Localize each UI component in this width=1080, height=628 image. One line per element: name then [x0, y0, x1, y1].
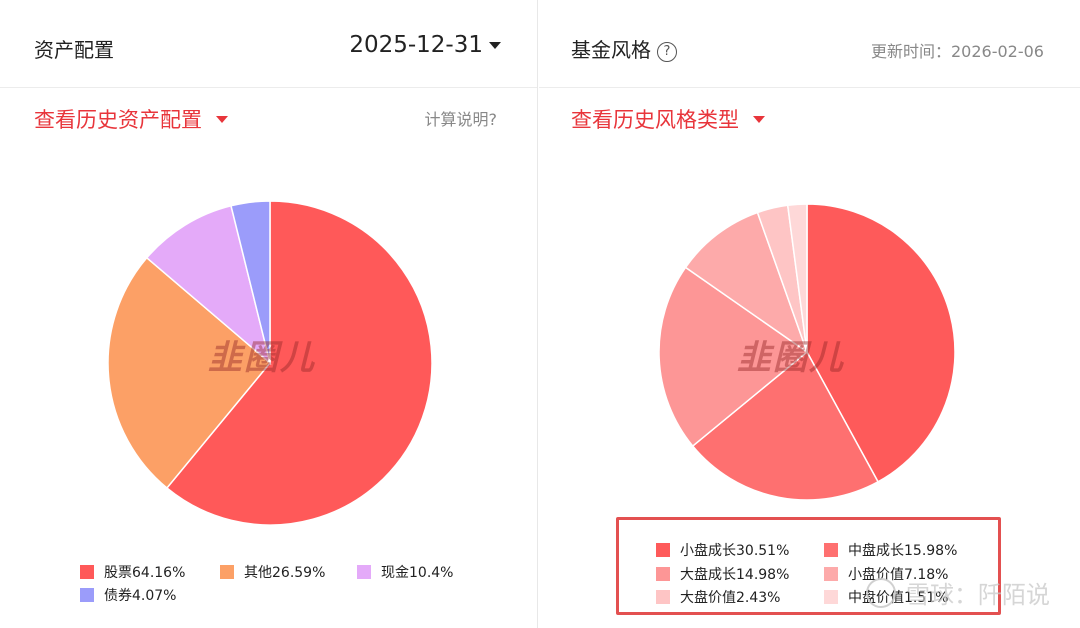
legend-swatch [80, 565, 94, 579]
caret-down-icon [489, 41, 501, 49]
legend-item-mid-growth[interactable]: 中盘成长15.98% [824, 540, 957, 560]
legend-swatch [357, 565, 371, 579]
style-pie-slice-5[interactable] [786, 203, 808, 353]
asset-allocation-panel: 资产配置 2025-12-31 查看历史资产配置 计算说明? 韭圈儿 股票64.… [0, 0, 538, 628]
legend-item-cash[interactable]: 现金10.4% [357, 562, 453, 582]
legend-label: 其他26.59% [244, 565, 326, 581]
legend-label: 小盘成长30.51% [680, 543, 790, 559]
legend-swatch [656, 567, 670, 581]
legend-label: 大盘成长14.98% [680, 567, 790, 583]
asset-title: 资产配置 [34, 38, 114, 62]
report-date-value: 2025-12-31 [349, 32, 483, 58]
legend-item-large-value[interactable]: 大盘价值2.43% [656, 587, 780, 607]
style-pie-slice-1[interactable] [691, 350, 880, 501]
legend-swatch [824, 567, 838, 581]
asset-pie-slice-3[interactable] [230, 200, 271, 364]
asset-pie-chart [107, 200, 433, 526]
asset-history-label: 查看历史资产配置 [34, 108, 202, 132]
legend-item-other[interactable]: 其他26.59% [220, 562, 325, 582]
report-date-select[interactable]: 2025-12-31 [349, 32, 501, 58]
legend-swatch [80, 588, 94, 602]
legend-label: 股票64.16% [104, 565, 186, 581]
watermark-text: 韭圈儿 [208, 338, 316, 378]
style-pie-slice-3[interactable] [684, 211, 809, 354]
xueqiu-logo-icon [866, 577, 896, 608]
style-pie-chart [658, 203, 956, 501]
legend-swatch [656, 590, 670, 604]
style-history-dropdown[interactable]: 查看历史风格类型 [571, 104, 765, 134]
legend-label: 中盘成长15.98% [848, 543, 958, 559]
asset-pie-slice-1[interactable] [107, 256, 272, 490]
style-title-text: 基金风格 [571, 38, 651, 62]
legend-item-stock[interactable]: 股票64.16% [80, 562, 185, 582]
caret-down-icon [216, 115, 228, 123]
calc-note-link[interactable]: 计算说明? [424, 110, 498, 129]
style-title: 基金风格? [571, 34, 677, 63]
corner-watermark-text: 雪球：阡陌说 [906, 581, 1050, 609]
update-time: 更新时间：2026-02-06 [871, 42, 1044, 61]
asset-pie-slice-2[interactable] [145, 204, 272, 366]
asset-history-dropdown[interactable]: 查看历史资产配置 [34, 104, 228, 134]
legend-swatch [656, 543, 670, 557]
legend-label: 大盘价值2.43% [680, 590, 781, 606]
asset-pie-slice-0[interactable] [165, 200, 433, 526]
legend-item-small-growth[interactable]: 小盘成长30.51% [656, 540, 789, 560]
style-pie-slice-0[interactable] [806, 203, 956, 483]
style-history-label: 查看历史风格类型 [571, 108, 739, 132]
legend-item-large-growth[interactable]: 大盘成长14.98% [656, 564, 789, 584]
watermark-text: 韭圈儿 [737, 338, 845, 378]
legend-swatch [824, 590, 838, 604]
legend-label: 现金10.4% [381, 565, 454, 581]
legend-swatch [220, 565, 234, 579]
asset-header: 资产配置 2025-12-31 [0, 0, 537, 88]
legend-label: 债券4.07% [104, 588, 177, 604]
legend-item-bond[interactable]: 债券4.07% [80, 585, 176, 605]
style-header: 基金风格? 更新时间：2026-02-06 [539, 0, 1080, 88]
caret-down-icon [753, 115, 765, 123]
legend-swatch [824, 543, 838, 557]
corner-watermark: 雪球：阡陌说 [866, 575, 1050, 610]
style-pie-slice-2[interactable] [658, 266, 809, 448]
fund-style-panel: 基金风格? 更新时间：2026-02-06 查看历史风格类型 韭圈儿 小盘成长3… [539, 0, 1080, 628]
question-circle-icon[interactable]: ? [657, 42, 677, 62]
